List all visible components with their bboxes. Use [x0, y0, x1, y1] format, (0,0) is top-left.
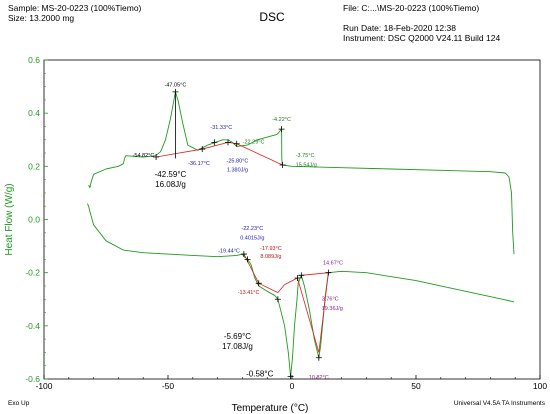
onset-marker — [244, 256, 251, 263]
peak-annotation: 19.36J/g — [322, 306, 343, 312]
fit-line — [297, 277, 320, 353]
peak-summary-temp: -0.58°C — [246, 369, 273, 378]
peak-annotation: 3.76°C — [322, 297, 339, 303]
peak-summary-temp: -5.69°C — [224, 332, 251, 341]
peak-annotation: -13.41°C — [238, 290, 260, 296]
onset-marker — [153, 154, 160, 161]
onset-marker — [274, 296, 281, 303]
y-tick-label: -0.2 — [25, 268, 40, 278]
onset-marker — [240, 251, 247, 258]
heating-curve — [88, 91, 515, 255]
peak-annotation: -4.22°C — [272, 117, 291, 123]
plot-frame — [43, 59, 541, 380]
y-axis-label: Heat Flow (W/g) — [4, 183, 15, 255]
instrument-label: Instrument: DSC Q2000 V24.11 Build 124 — [343, 33, 500, 43]
peak-annotation: -31.33°C — [210, 125, 232, 131]
exo-up-label: Exo Up — [8, 400, 30, 407]
fit-line — [301, 272, 329, 276]
onset-marker — [199, 146, 206, 153]
y-tick-label: 0.2 — [28, 161, 40, 171]
file-label: File: C:...\MS-20-0223 (100%Tiemo) — [343, 3, 479, 13]
onset-marker — [294, 274, 301, 281]
onset-marker — [287, 373, 294, 380]
peak-annotations: -47.05°C -54.82°C -36.17°C -31.33°C -25.80°C… — [133, 83, 343, 381]
peak-annotation: 14.67°C — [323, 261, 343, 267]
axis-ticks: -100 -50 0 50 100 -0.6 -0.4 -0.2 0.0 0.2 0.4 0.6 — [25, 55, 547, 391]
peak-annotation: -47.05°C — [165, 83, 187, 89]
fit-line — [284, 277, 298, 285]
peak-annotation: 15.54J/g — [296, 162, 317, 168]
onset-marker — [325, 269, 332, 276]
onset-marker — [225, 139, 232, 146]
fit-line — [318, 272, 329, 353]
peak-summary-enthalpy: 17.08J/g — [222, 342, 253, 351]
software-label: Universal V4.5A TA Instruments — [454, 400, 546, 407]
peak-annotation: 0.4015J/g — [240, 235, 264, 241]
baseline-fit-lines — [156, 91, 329, 353]
onset-marker — [298, 272, 305, 279]
onset-marker — [172, 88, 179, 95]
peak-annotation: -3.75°C — [296, 153, 315, 159]
peak-annotation: -54.82°C — [133, 153, 155, 159]
peak-annotation: -25.80°C — [227, 158, 249, 164]
x-tick-label: 50 — [411, 381, 421, 391]
fit-line — [277, 284, 285, 293]
onset-marker — [255, 280, 262, 287]
fit-line — [236, 143, 283, 166]
fit-line — [156, 148, 203, 158]
peak-annotation: 8.089J/g — [260, 254, 281, 260]
x-tick-label: -100 — [35, 381, 52, 391]
peak-annotation: -17.93°C — [260, 246, 282, 252]
y-tick-label: 0.0 — [28, 215, 40, 225]
x-tick-label: -50 — [162, 381, 175, 391]
onset-marker — [315, 354, 322, 361]
peak-summary-temp: -42.59°C — [155, 170, 187, 179]
x-tick-label: 0 — [290, 381, 295, 391]
peak-annotation: 1.380J/g — [227, 168, 248, 174]
fit-line — [243, 253, 260, 284]
peak-annotation: -22.23°C — [241, 226, 263, 232]
peak-annotation: -22.29°C — [243, 140, 265, 146]
onset-marker — [233, 140, 240, 147]
peak-annotation: 10.82°C — [309, 375, 329, 381]
heat-flow-traces — [86, 91, 515, 377]
y-tick-label: -0.4 — [25, 321, 40, 331]
y-tick-label: 0.4 — [28, 108, 40, 118]
x-axis-label: Temperature (°C) — [232, 403, 309, 414]
chart-title: DSC — [259, 10, 285, 24]
peak-summary-enthalpy: 16.08J/g — [155, 180, 186, 189]
onset-marker — [278, 126, 285, 133]
peak-annotation: -19.44°C — [218, 249, 240, 255]
peak-annotation: -36.17°C — [188, 161, 210, 167]
y-tick-label: -0.6 — [25, 374, 40, 384]
size-label: Size: 13.2000 mg — [8, 13, 74, 23]
y-tick-label: 0.6 — [28, 55, 40, 65]
run-date-label: Run Date: 18-Feb-2020 12:38 — [343, 23, 456, 33]
fit-line — [258, 282, 279, 293]
x-tick-label: 100 — [533, 381, 547, 391]
fit-line — [202, 142, 229, 150]
onset-marker — [211, 139, 218, 146]
onset-markers — [153, 88, 332, 380]
sample-label: Sample: MS-20-0223 (100%Tiemo) — [8, 3, 142, 13]
onset-marker — [279, 162, 286, 169]
